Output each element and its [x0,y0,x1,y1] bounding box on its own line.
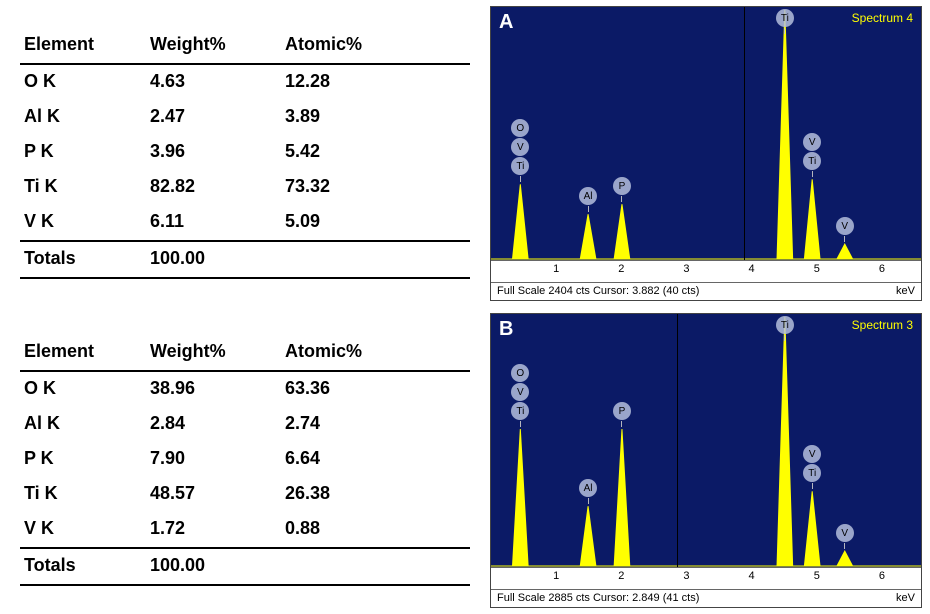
peak-label: OVTi [511,119,529,182]
x-tick: 1 [553,570,559,582]
plot-area-a: ASpectrum 4OVTiAlPTiVTiV [491,7,921,260]
status-left: Full Scale 2885 cts Cursor: 2.849 (41 ct… [497,592,699,605]
table-row: V K1.720.88 [20,512,470,548]
table-a: Element Weight% Atomic% O K4.6312.28 Al … [0,0,490,307]
peak-element-icon: O [511,119,529,137]
x-tick: 2 [618,263,624,275]
panel-label: A [499,11,513,34]
peak-label: OVTi [511,364,529,427]
x-tick: 6 [879,263,885,275]
x-tick: 3 [683,570,689,582]
x-axis-b: 1 2 3 4 5 6 [491,567,921,589]
peak-element-icon: V [836,524,854,542]
x-tick: 6 [879,570,885,582]
peak-element-icon: Ti [511,402,529,420]
peak-label: Ti [776,316,794,341]
peak-element-icon: V [836,217,854,235]
peak-element-icon: V [511,138,529,156]
peak-element-icon: V [803,133,821,151]
peak-element-icon: P [613,177,631,195]
peak-element-icon: Ti [511,157,529,175]
cursor-line [744,7,745,260]
peak-label: V [836,217,854,242]
table-row: Ti K82.8273.32 [20,170,470,205]
table-row: V K6.115.09 [20,205,470,241]
peak-element-icon: O [511,364,529,382]
peak-element-icon: Ti [776,9,794,27]
eds-table-a: Element Weight% Atomic% O K4.6312.28 Al … [20,28,470,279]
x-axis-a: 1 2 3 4 5 6 [491,260,921,282]
peak-label: VTi [803,133,821,177]
x-tick: 3 [683,263,689,275]
peak-element-icon: Ti [776,316,794,334]
peak-element-icon: Al [579,187,597,205]
th-atomic: Atomic% [281,335,470,371]
th-weight: Weight% [146,335,281,371]
status-right: keV [896,285,915,298]
peak-label: P [613,402,631,427]
chart-box-a: ASpectrum 4OVTiAlPTiVTiV 123456 Full Sca… [490,6,922,301]
peak-label: V [836,524,854,549]
peak-label: Al [579,187,597,212]
chart-box-b: BSpectrum 3OVTiAlPTiVTiV 123456 Full Sca… [490,313,922,608]
peak-label: P [613,177,631,202]
x-tick: 5 [814,263,820,275]
peak-element-icon: Ti [803,464,821,482]
chart-a: ASpectrum 4OVTiAlPTiVTiV 123456 Full Sca… [490,0,930,307]
cursor-line [677,314,678,567]
table-row: Al K2.842.74 [20,407,470,442]
peak-label: VTi [803,445,821,489]
x-tick: 5 [814,570,820,582]
table-row: O K38.9663.36 [20,371,470,407]
panel-row-b: Element Weight% Atomic% O K38.9663.36 Al… [0,307,930,614]
table-row: O K4.6312.28 [20,64,470,100]
eds-table-b: Element Weight% Atomic% O K38.9663.36 Al… [20,335,470,586]
plot-area-b: BSpectrum 3OVTiAlPTiVTiV [491,314,921,567]
peak-element-icon: P [613,402,631,420]
panel-row-a: Element Weight% Atomic% O K4.6312.28 Al … [0,0,930,307]
table-b: Element Weight% Atomic% O K38.9663.36 Al… [0,307,490,614]
totals-row: Totals100.00 [20,241,470,278]
chart-b: BSpectrum 3OVTiAlPTiVTiV 123456 Full Sca… [490,307,930,614]
x-tick: 4 [749,263,755,275]
table-row: P K3.965.42 [20,135,470,170]
peak-element-icon: Ti [803,152,821,170]
table-row: Al K2.473.89 [20,100,470,135]
totals-row: Totals100.00 [20,548,470,585]
table-row: Ti K48.5726.38 [20,477,470,512]
status-left: Full Scale 2404 cts Cursor: 3.882 (40 ct… [497,285,699,298]
x-tick: 2 [618,570,624,582]
table-row: P K7.906.64 [20,442,470,477]
th-weight: Weight% [146,28,281,64]
x-tick: 1 [553,263,559,275]
panel-label: B [499,318,513,341]
status-right: keV [896,592,915,605]
th-element: Element [20,335,146,371]
peak-element-icon: V [803,445,821,463]
peak-label: Al [579,479,597,504]
status-row-b: Full Scale 2885 cts Cursor: 2.849 (41 ct… [491,589,921,607]
status-row-a: Full Scale 2404 cts Cursor: 3.882 (40 ct… [491,282,921,300]
spectrum-label: Spectrum 3 [852,318,913,332]
peak-element-icon: Al [579,479,597,497]
x-tick: 4 [749,570,755,582]
spectrum-label: Spectrum 4 [852,11,913,25]
peak-label: Ti [776,9,794,34]
th-element: Element [20,28,146,64]
th-atomic: Atomic% [281,28,470,64]
peak-element-icon: V [511,383,529,401]
